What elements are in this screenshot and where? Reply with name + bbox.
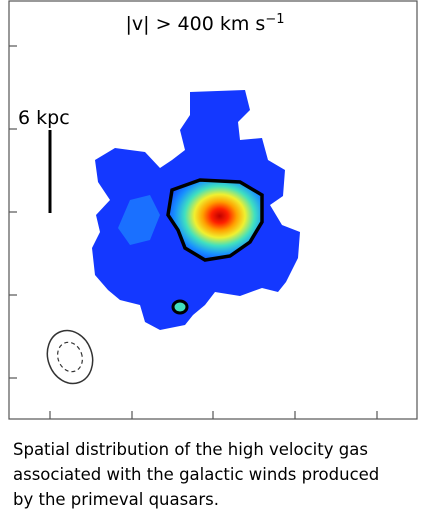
beam [46, 329, 94, 385]
caption-line: associated with the galactic winds produ… [13, 465, 379, 484]
gas-emission [118, 195, 160, 245]
map-title: |v| > 400 km s−1 [126, 12, 285, 35]
beam-inner [57, 341, 83, 373]
title-sup: −1 [265, 12, 284, 27]
scale-label: 6 kpc [18, 107, 70, 129]
gas-clump [171, 299, 189, 315]
gas-core [166, 178, 264, 262]
caption-line: by the primeval quasars. [13, 490, 219, 509]
title-text: |v| > 400 km s [126, 13, 266, 35]
ticks [9, 45, 378, 419]
caption-line: Spatial distribution of the high velocit… [13, 440, 368, 459]
